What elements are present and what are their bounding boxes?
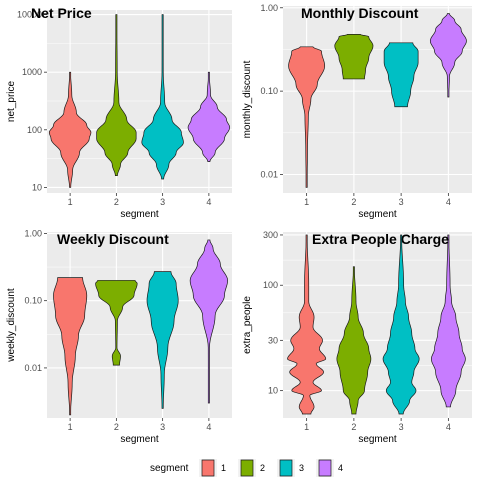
y-tick-label: 10 xyxy=(32,182,42,192)
legend: segment 1 2 3 4 xyxy=(150,459,343,477)
y-axis-title: monthly_discount xyxy=(242,60,253,138)
panel-2: 0.01 0.10 1.00 1 2 3 4 segment monthly_discount M… xyxy=(242,3,472,220)
violin-segment-4 xyxy=(187,71,231,162)
x-tick-label: 2 xyxy=(351,197,356,207)
panel-title: Monthly Discount xyxy=(301,5,419,21)
y-tick-label: 100 xyxy=(263,280,278,290)
y-tick-label: 0.01 xyxy=(24,363,42,373)
x-tick-label: 2 xyxy=(114,422,119,432)
x-tick-label: 3 xyxy=(160,422,165,432)
y-tick-label: 1000 xyxy=(22,67,42,77)
x-tick-label: 3 xyxy=(399,197,404,207)
violin-segment-3 xyxy=(141,14,184,180)
violin-segment-4 xyxy=(431,234,466,408)
violin-segment-1 xyxy=(48,71,92,188)
y-tick-label: 10 xyxy=(268,386,278,396)
x-tick-label: 1 xyxy=(68,422,73,432)
violin-segment-1 xyxy=(53,277,88,416)
legend-label: 2 xyxy=(260,463,265,473)
x-tick-label: 1 xyxy=(68,197,73,207)
y-tick-label: 30 xyxy=(268,335,278,345)
y-tick-label: 300 xyxy=(263,230,278,240)
x-tick-label: 2 xyxy=(114,197,119,207)
panel-1: 10 100 1000 10000 1 2 3 4 segment net_price Net Pr… xyxy=(6,5,232,220)
y-axis-title: extra_people xyxy=(242,296,253,354)
legend-swatch xyxy=(201,459,215,477)
violin-segment-1 xyxy=(287,234,327,415)
y-tick-label: 1.00 xyxy=(24,228,42,238)
legend-label: 4 xyxy=(338,463,343,473)
violin-segment-3 xyxy=(146,271,179,409)
x-axis-title: segment xyxy=(358,434,397,445)
legend-label: 1 xyxy=(221,463,226,473)
violin-segment-2 xyxy=(96,14,137,177)
x-axis-title: segment xyxy=(120,209,159,220)
legend-item-1: 1 xyxy=(199,459,226,477)
y-tick-label: 0.01 xyxy=(260,170,278,180)
legend-items: 1 2 3 4 xyxy=(199,459,343,477)
legend-swatch xyxy=(240,459,254,477)
panel-background xyxy=(47,10,232,193)
violin-segment-4 xyxy=(189,239,228,404)
legend-label: 3 xyxy=(299,463,304,473)
legend-title: segment xyxy=(150,463,189,474)
x-tick-label: 4 xyxy=(446,422,451,432)
x-tick-label: 4 xyxy=(446,197,451,207)
panel-title: Net Price xyxy=(31,5,92,21)
panel-title: Weekly Discount xyxy=(57,231,169,247)
y-tick-label: 100 xyxy=(27,125,42,135)
violin-segment-3 xyxy=(382,234,420,415)
x-axis-title: segment xyxy=(358,209,397,220)
violin-segment-3 xyxy=(383,42,419,108)
y-tick-label: 0.10 xyxy=(24,296,42,306)
y-axis-title: net_price xyxy=(6,80,17,122)
legend-swatch xyxy=(279,459,293,477)
x-tick-label: 3 xyxy=(160,197,165,207)
legend-item-3: 3 xyxy=(277,459,304,477)
x-tick-label: 4 xyxy=(206,197,211,207)
x-tick-label: 1 xyxy=(304,422,309,432)
y-tick-label: 10000 xyxy=(17,10,42,20)
violin-segment-4 xyxy=(429,13,467,98)
x-tick-label: 1 xyxy=(304,197,309,207)
panel-4: 10 30 100 300 1 2 3 4 segment extra_people Extra P… xyxy=(242,230,472,445)
legend-item-4: 4 xyxy=(316,459,343,477)
y-tick-label: 0.10 xyxy=(260,86,278,96)
violin-segment-2 xyxy=(95,280,138,366)
y-tick-label: 1.00 xyxy=(260,3,278,13)
panel-3: 0.01 0.10 1.00 1 2 3 4 segment weekly_discount We… xyxy=(6,228,232,445)
panel-title: Extra People Charge xyxy=(312,231,449,247)
violin-segment-1 xyxy=(288,46,326,188)
x-tick-label: 3 xyxy=(399,422,404,432)
violin-segment-2 xyxy=(334,33,374,80)
x-tick-label: 4 xyxy=(206,422,211,432)
legend-swatch xyxy=(318,459,332,477)
x-tick-label: 2 xyxy=(351,422,356,432)
x-axis-title: segment xyxy=(120,434,159,445)
legend-item-2: 2 xyxy=(238,459,265,477)
panels-group: 10 100 1000 10000 1 2 3 4 segment net_price Net Pr… xyxy=(6,3,472,445)
y-axis-title: weekly_discount xyxy=(6,288,17,363)
violin-segment-2 xyxy=(336,266,372,415)
